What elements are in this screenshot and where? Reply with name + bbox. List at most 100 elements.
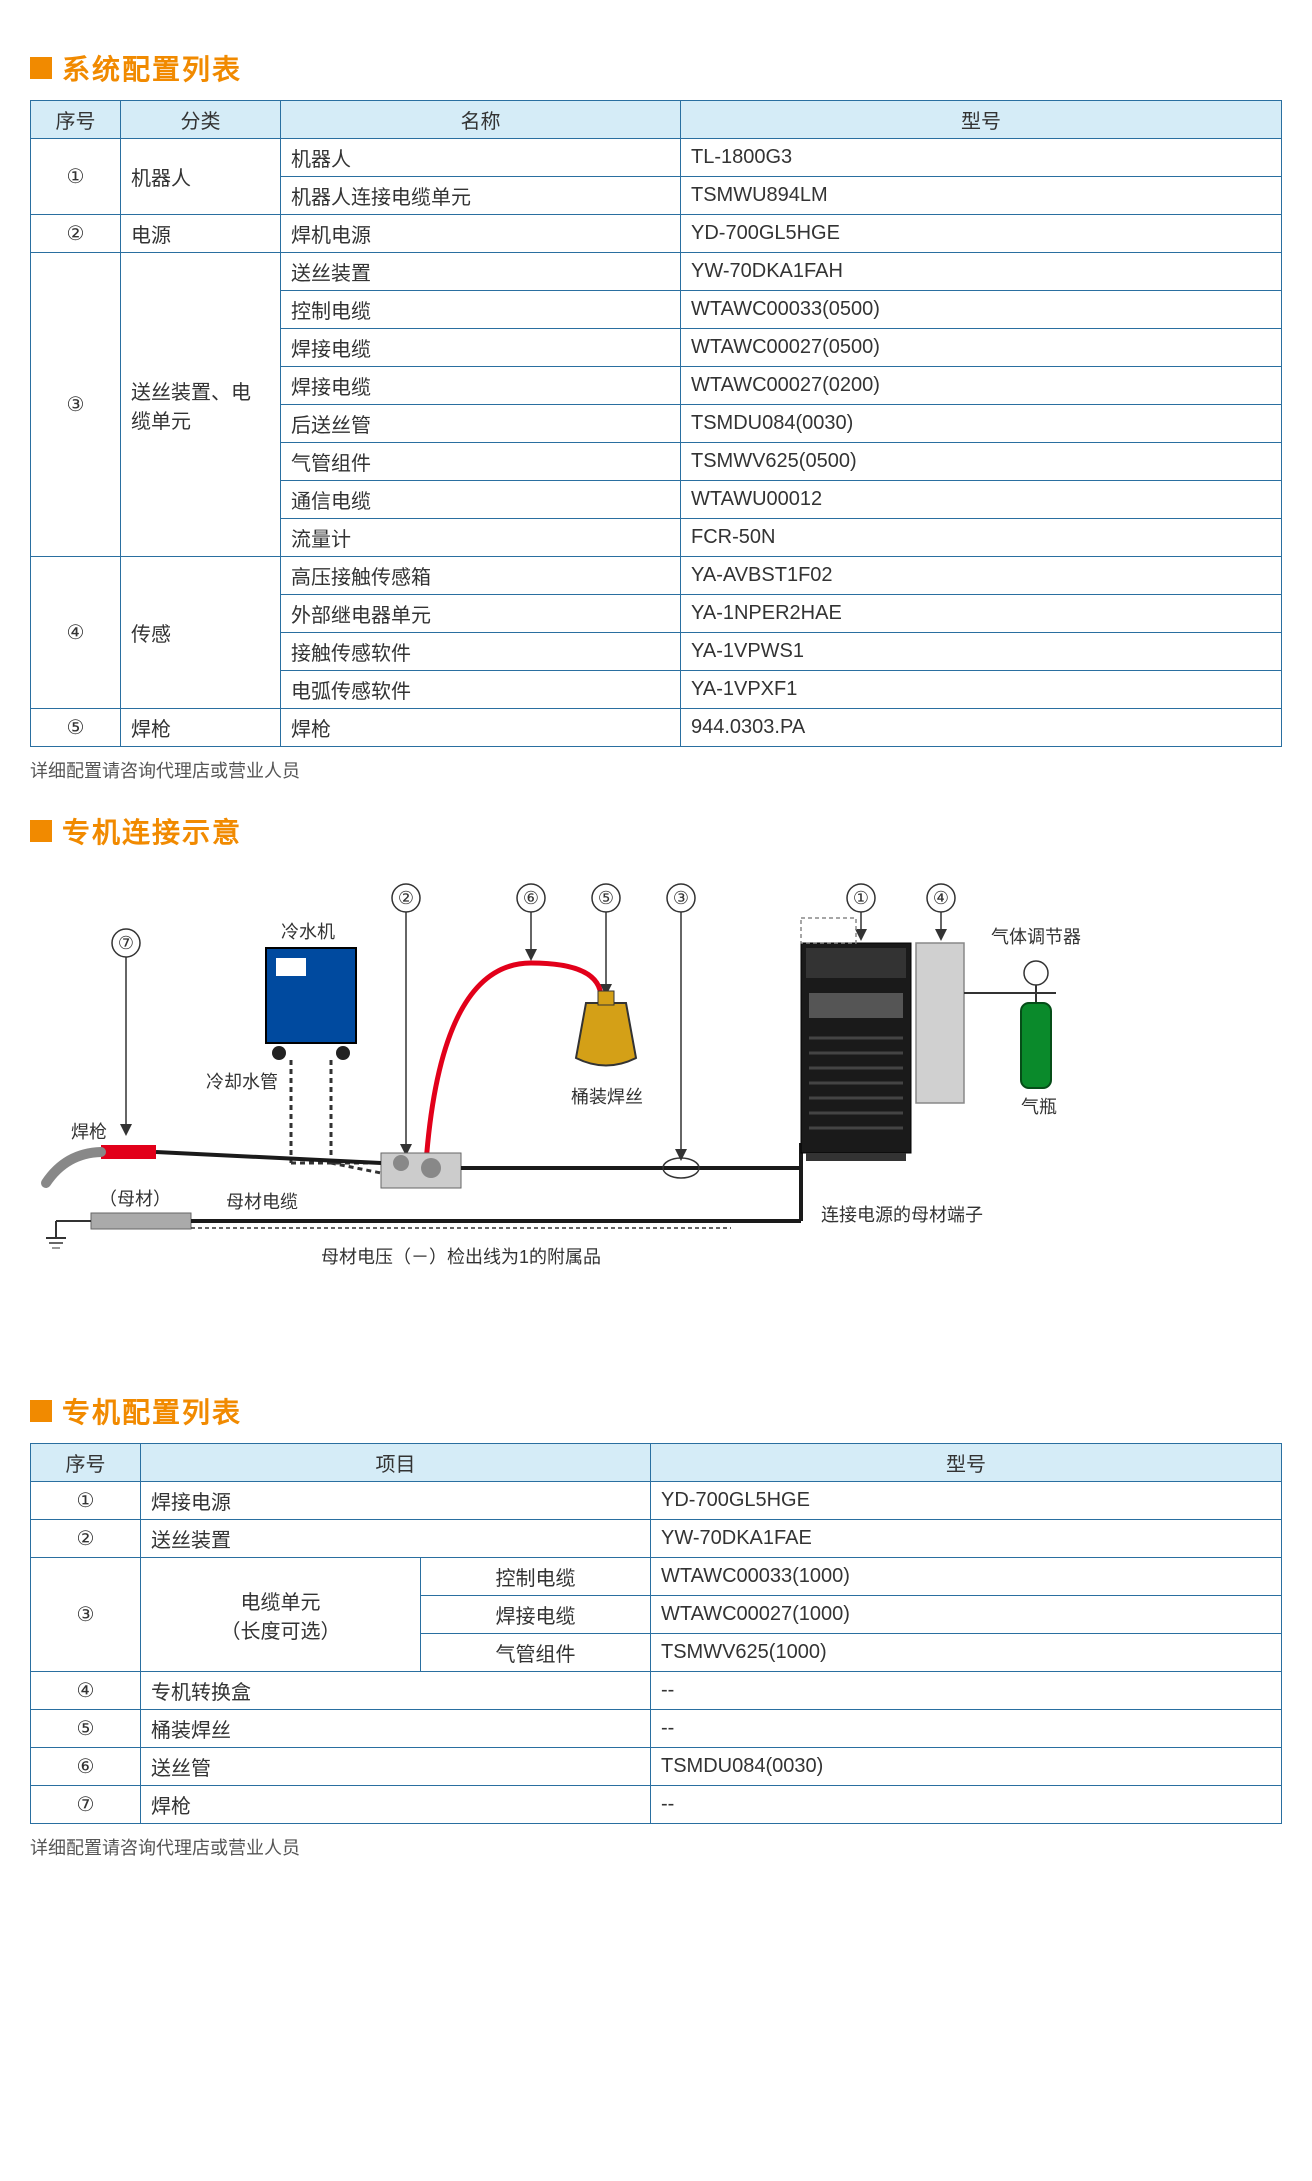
cell-no: ② <box>31 215 121 253</box>
cooler-unit: 冷水机 冷却水管 <box>206 922 381 1173</box>
cell-item: 送丝管 <box>141 1748 651 1786</box>
cell-model: WTAWC00027(0500) <box>681 329 1282 367</box>
table-row: ②电源焊机电源YD-700GL5HGE <box>31 215 1282 253</box>
table-row: ⑥送丝管TSMDU084(0030) <box>31 1748 1282 1786</box>
cell-category: 机器人 <box>121 139 281 215</box>
cell-model: -- <box>651 1672 1282 1710</box>
cell-no: ⑦ <box>31 1786 141 1824</box>
cell-name: 后送丝管 <box>281 405 681 443</box>
cell-no: ④ <box>31 557 121 709</box>
cell-category: 焊枪 <box>121 709 281 747</box>
th-model: 型号 <box>681 101 1282 139</box>
base-metal: （母材） 母材电缆 母材电压（－）检出线为1的附属品 连接电源的母材端子 <box>46 1163 983 1267</box>
cell-model: WTAWU00012 <box>681 481 1282 519</box>
svg-text:气瓶: 气瓶 <box>1021 1097 1057 1117</box>
cell-model: WTAWC00027(1000) <box>651 1596 1282 1634</box>
table-row: ③送丝装置、电缆单元送丝装置YW-70DKA1FAH <box>31 253 1282 291</box>
table-row: ④传感高压接触传感箱YA-AVBST1F02 <box>31 557 1282 595</box>
svg-text:冷水机: 冷水机 <box>281 922 335 942</box>
cell-name: 电弧传感软件 <box>281 671 681 709</box>
svg-text:气体调节器: 气体调节器 <box>991 927 1081 947</box>
cell-name: 控制电缆 <box>281 291 681 329</box>
cell-name: 送丝装置 <box>281 253 681 291</box>
table-row: ⑤桶装焊丝-- <box>31 1710 1282 1748</box>
cable-bundle <box>461 1143 801 1178</box>
cell-model: YW-70DKA1FAE <box>651 1520 1282 1558</box>
marker-6: ⑥ <box>517 884 545 958</box>
svg-text:冷却水管: 冷却水管 <box>206 1072 278 1092</box>
marker-7: ⑦ <box>112 929 140 1133</box>
note-1: 详细配置请咨询代理店或营业人员 <box>30 757 1282 783</box>
svg-text:母材电缆: 母材电缆 <box>226 1192 298 1212</box>
svg-text:⑤: ⑤ <box>598 888 614 908</box>
cell-no: ① <box>31 139 121 215</box>
section-title-text: 系统配置列表 <box>62 48 242 88</box>
cell-model: -- <box>651 1710 1282 1748</box>
cell-category: 送丝装置、电缆单元 <box>121 253 281 557</box>
note-2: 详细配置请咨询代理店或营业人员 <box>30 1834 1282 1860</box>
cell-model: YW-70DKA1FAH <box>681 253 1282 291</box>
cell-model: TSMWV625(1000) <box>651 1634 1282 1672</box>
svg-text:④: ④ <box>933 888 949 908</box>
cell-model: YA-1NPER2HAE <box>681 595 1282 633</box>
section-title-text: 专机配置列表 <box>62 1391 242 1431</box>
table-row: ⑤焊枪焊枪944.0303.PA <box>31 709 1282 747</box>
th-cat: 分类 <box>121 101 281 139</box>
power-source <box>801 943 911 1161</box>
cell-name: 接触传感软件 <box>281 633 681 671</box>
cell-subitem: 气管组件 <box>421 1634 651 1672</box>
table-row: ⑦焊枪-- <box>31 1786 1282 1824</box>
th-no: 序号 <box>31 101 121 139</box>
cell-name: 机器人连接电缆单元 <box>281 177 681 215</box>
cell-name: 流量计 <box>281 519 681 557</box>
cell-model: WTAWC00033(1000) <box>651 1558 1282 1596</box>
svg-text:⑦: ⑦ <box>118 933 134 953</box>
section-title-text: 专机连接示意 <box>62 811 242 851</box>
table-row: ②送丝装置YW-70DKA1FAE <box>31 1520 1282 1558</box>
svg-text:母材电压（－）检出线为1的附属品: 母材电压（－）检出线为1的附属品 <box>321 1247 601 1267</box>
section-title-machine: 专机配置列表 <box>30 1391 1282 1431</box>
cell-name: 高压接触传感箱 <box>281 557 681 595</box>
marker-1: ① <box>847 884 875 938</box>
cell-no: ⑤ <box>31 1710 141 1748</box>
cell-no: ③ <box>31 253 121 557</box>
cell-no: ⑤ <box>31 709 121 747</box>
cell-model: TSMWV625(0500) <box>681 443 1282 481</box>
cell-model: WTAWC00033(0500) <box>681 291 1282 329</box>
square-icon <box>30 820 52 842</box>
svg-text:焊枪: 焊枪 <box>71 1122 107 1142</box>
marker-2: ② <box>392 884 420 1153</box>
section-title-connection: 专机连接示意 <box>30 811 1282 851</box>
gas-system: 气体调节器 气瓶 <box>964 927 1081 1117</box>
table-row: ①焊接电源YD-700GL5HGE <box>31 1482 1282 1520</box>
cell-model: YD-700GL5HGE <box>681 215 1282 253</box>
red-hose <box>426 963 601 1163</box>
marker-3: ③ <box>667 884 695 1158</box>
cell-no: ④ <box>31 1672 141 1710</box>
cell-no: ③ <box>31 1558 141 1672</box>
svg-text:③: ③ <box>673 888 689 908</box>
cell-model: WTAWC00027(0200) <box>681 367 1282 405</box>
cell-model: TL-1800G3 <box>681 139 1282 177</box>
cell-no: ② <box>31 1520 141 1558</box>
cell-item: 焊枪 <box>141 1786 651 1824</box>
cell-category: 传感 <box>121 557 281 709</box>
cell-name: 焊机电源 <box>281 215 681 253</box>
connection-diagram: ⑦ ② ⑥ ⑤ ③ ① ④ 冷水机 冷却水管 <box>30 863 1282 1363</box>
cell-model: YA-AVBST1F02 <box>681 557 1282 595</box>
cell-item: 焊接电源 <box>141 1482 651 1520</box>
table-row: ③电缆单元（长度可选）控制电缆WTAWC00033(1000) <box>31 1558 1282 1596</box>
cell-model: 944.0303.PA <box>681 709 1282 747</box>
cell-name: 焊接电缆 <box>281 367 681 405</box>
square-icon <box>30 1400 52 1422</box>
cell-name: 焊枪 <box>281 709 681 747</box>
cell-item: 桶装焊丝 <box>141 1710 651 1748</box>
cell-model: FCR-50N <box>681 519 1282 557</box>
wire-feeder <box>381 1153 461 1188</box>
cell-model: TSMDU084(0030) <box>651 1748 1282 1786</box>
cell-model: YD-700GL5HGE <box>651 1482 1282 1520</box>
cell-name: 机器人 <box>281 139 681 177</box>
cell-no: ⑥ <box>31 1748 141 1786</box>
square-icon <box>30 57 52 79</box>
system-config-table: 序号 分类 名称 型号 ①机器人机器人TL-1800G3机器人连接电缆单元TSM… <box>30 100 1282 747</box>
